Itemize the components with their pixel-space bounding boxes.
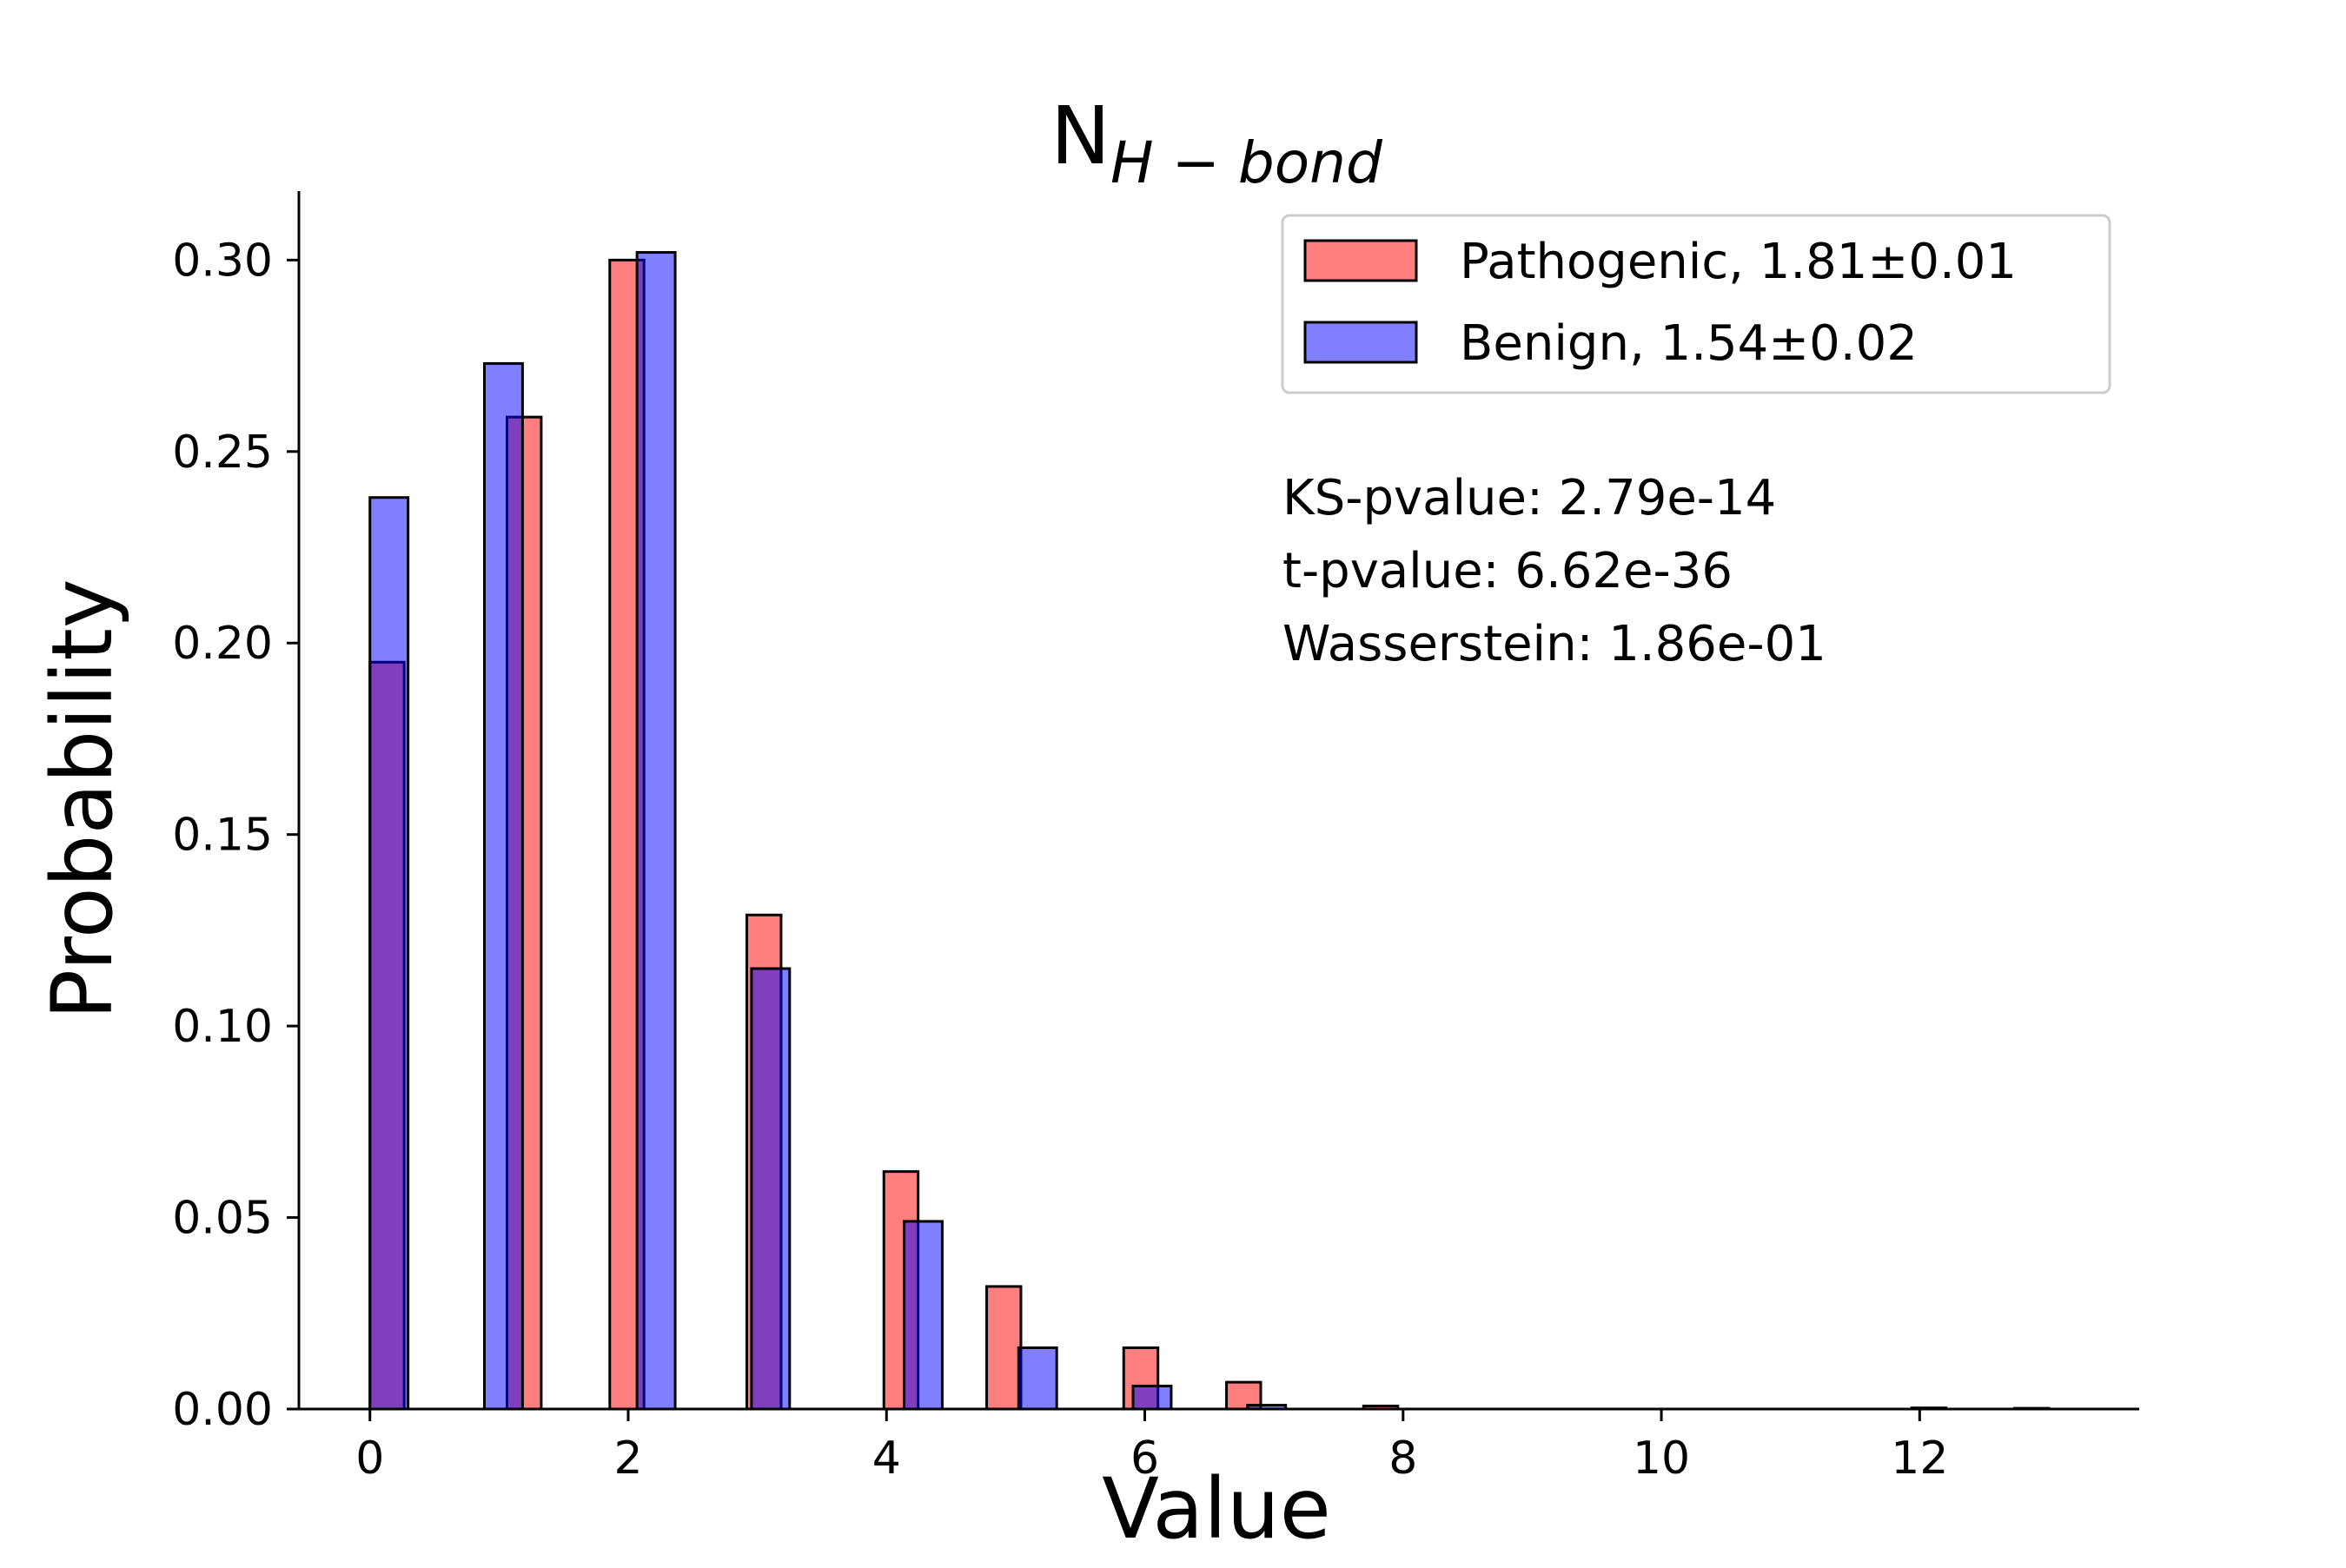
legend-label-pathogenic: Pathogenic, 1.81±0.01 — [1460, 234, 2017, 290]
bar-pathogenic-18 — [985, 1285, 1023, 1411]
legend: Pathogenic, 1.81±0.01 Benign, 1.54±0.02 — [1281, 214, 2111, 394]
y-tick-label: 0.25 — [172, 427, 273, 479]
annotation-t-pvalue: t-pvalue: 6.62e-36 — [1282, 543, 1733, 599]
x-ticks: 0 2 4 6 8 10 12 — [355, 1409, 1948, 1485]
bar-benign-20 — [1131, 1385, 1173, 1411]
bar-benign-0 — [368, 496, 410, 1411]
x-axis-label: Value — [1102, 1460, 1331, 1558]
y-tick-label: 0.30 — [172, 235, 273, 287]
legend-label-benign: Benign, 1.54±0.02 — [1460, 315, 1918, 372]
stats-annotations: KS-pvalue: 2.79e-14 t-pvalue: 6.62e-36 W… — [1282, 470, 1826, 672]
y-tick-label: 0.15 — [172, 810, 273, 862]
x-tick-label: 12 — [1891, 1432, 1948, 1485]
bar-benign-10 — [750, 967, 792, 1411]
title-subscript: H − bond — [1110, 129, 1383, 196]
bar-benign-17 — [1017, 1346, 1058, 1411]
title-main: N — [1050, 89, 1110, 182]
x-tick-label: 2 — [613, 1432, 642, 1485]
annotation-ks-pvalue: KS-pvalue: 2.79e-14 — [1282, 470, 1776, 526]
y-ticks: 0.00 0.05 0.10 0.15 0.20 0.25 0.30 — [172, 235, 299, 1436]
chart-title: NH − bond — [1050, 89, 1383, 196]
legend-swatch-benign — [1303, 321, 1418, 364]
annotation-wasserstein: Wasserstein: 1.86e-01 — [1282, 616, 1826, 672]
y-tick-label: 0.05 — [172, 1193, 273, 1245]
y-tick-label: 0.00 — [172, 1384, 273, 1436]
y-axis-label: Probability — [34, 579, 131, 1019]
bars-group — [368, 251, 2051, 1411]
y-tick-label: 0.20 — [172, 618, 273, 670]
x-tick-label: 10 — [1633, 1432, 1690, 1485]
bar-benign-14 — [903, 1220, 944, 1411]
y-tick-label: 0.10 — [172, 1001, 273, 1053]
bar-benign-7 — [635, 251, 677, 1411]
axes-group — [297, 191, 2139, 1411]
legend-frame — [1281, 214, 2111, 394]
x-tick-label: 6 — [1130, 1432, 1159, 1485]
legend-swatch-pathogenic — [1303, 239, 1418, 282]
x-tick-label: 0 — [355, 1432, 384, 1485]
x-tick-label: 8 — [1388, 1432, 1417, 1485]
x-tick-label: 4 — [872, 1432, 901, 1485]
bar-benign-3 — [482, 361, 524, 1411]
